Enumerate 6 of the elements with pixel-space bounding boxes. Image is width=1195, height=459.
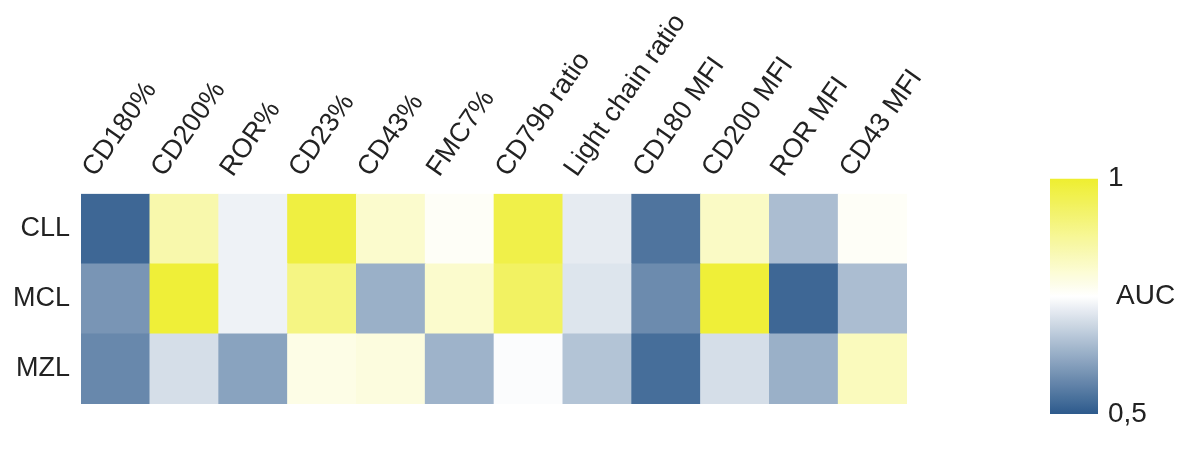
y-tick-label: MCL	[12, 282, 71, 313]
color-bar-title: AUC	[1116, 279, 1176, 311]
y-tick-label: CLL	[20, 212, 71, 243]
y-tick-label: MZL	[16, 352, 71, 383]
color-bar-label: 1	[1108, 161, 1124, 193]
color-bar-label: 0,5	[1108, 396, 1147, 428]
